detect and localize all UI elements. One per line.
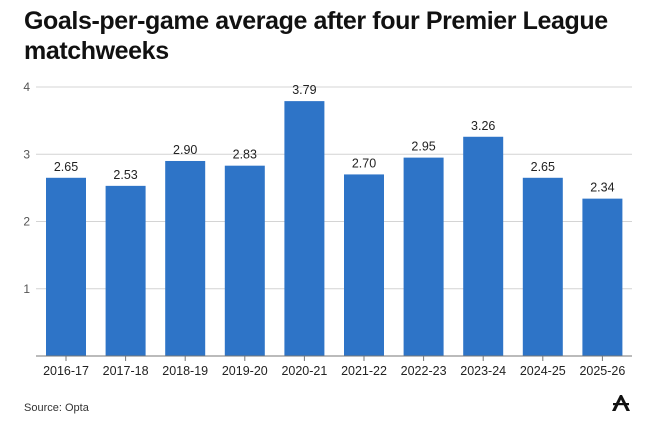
bar [165,160,206,356]
chart-title: Goals-per-game average after four Premie… [24,7,608,65]
bar-value-label: 2.70 [352,156,376,170]
x-axis-ticks: 2016-17 2017-18 2018-19 2019-20 2020-21 2021-… [43,356,625,378]
x-tick-label: 2016-17 [43,364,89,378]
y-tick-label: 3 [23,147,30,161]
bar [284,101,325,356]
x-tick-label: 2017-18 [103,364,149,378]
bar [105,185,146,356]
x-tick-label: 2018-19 [162,364,208,378]
bar-value-label: 2.83 [233,148,257,162]
bar [403,157,444,356]
bar [344,174,384,356]
bar [522,177,563,356]
x-tick-label: 2022-23 [401,364,447,378]
bars [46,101,623,356]
bar [46,177,86,356]
y-axis-ticks: 1 2 3 4 [23,80,30,296]
x-tick-label: 2019-20 [222,364,268,378]
y-tick-label: 2 [23,215,30,229]
bar-value-label: 3.79 [292,83,316,97]
bar-value-label: 2.90 [173,143,197,157]
bar-value-label: 2.34 [590,181,614,195]
x-tick-label: 2020-21 [281,364,327,378]
bar [463,136,504,356]
value-labels: 2.65 2.53 2.90 2.83 3.79 2.70 2.95 3.26 2.65 2.34 [54,83,615,195]
x-tick-label: 2021-22 [341,364,387,378]
bar-value-label: 3.26 [471,119,495,133]
x-tick-label: 2023-24 [460,364,506,378]
the-athletic-logo-icon [612,395,630,411]
bar-value-label: 2.95 [411,140,435,154]
bar [582,198,623,356]
source-note: Source: Opta [24,402,89,414]
bar-value-label: 2.53 [113,168,137,182]
bar-value-label: 2.65 [531,160,555,174]
x-tick-label: 2024-25 [520,364,566,378]
bar-value-label: 2.65 [54,160,78,174]
x-tick-label: 2025-26 [579,364,625,378]
y-tick-label: 4 [23,80,30,94]
y-tick-label: 1 [23,282,30,296]
bar [224,165,265,356]
